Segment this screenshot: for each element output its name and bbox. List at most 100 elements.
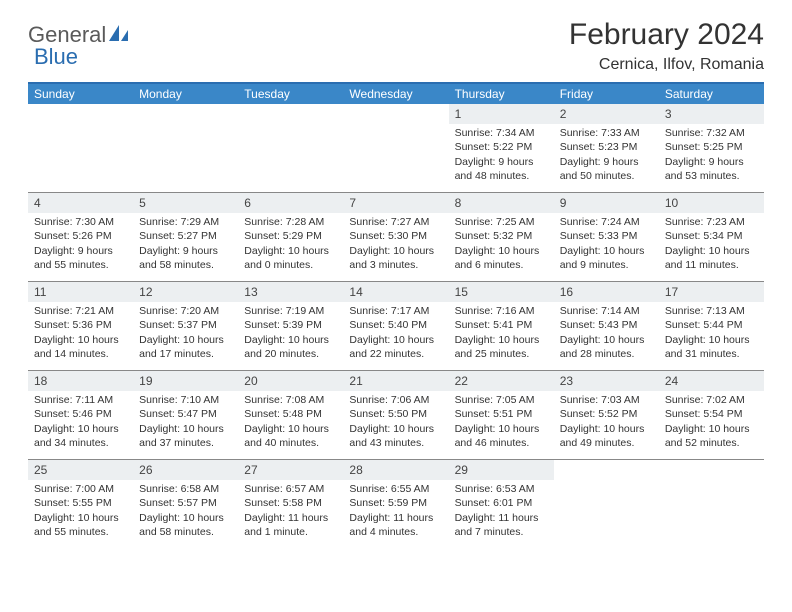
daylight-text-2: and 9 minutes. (560, 258, 653, 272)
day-cell: 11Sunrise: 7:21 AMSunset: 5:36 PMDayligh… (28, 282, 133, 370)
daylight-text-2: and 0 minutes. (244, 258, 337, 272)
daylight-text-2: and 20 minutes. (244, 347, 337, 361)
day-cell: 5Sunrise: 7:29 AMSunset: 5:27 PMDaylight… (133, 193, 238, 281)
day-number: 12 (133, 282, 238, 302)
day-number: 13 (238, 282, 343, 302)
daylight-text-2: and 6 minutes. (455, 258, 548, 272)
sunset-text: Sunset: 5:59 PM (349, 496, 442, 510)
daylight-text-1: Daylight: 10 hours (455, 422, 548, 436)
sunset-text: Sunset: 5:52 PM (560, 407, 653, 421)
daylight-text-1: Daylight: 10 hours (560, 333, 653, 347)
sunset-text: Sunset: 5:22 PM (455, 140, 548, 154)
day-number: 16 (554, 282, 659, 302)
sunrise-text: Sunrise: 7:08 AM (244, 393, 337, 407)
sunrise-text: Sunrise: 6:53 AM (455, 482, 548, 496)
sunset-text: Sunset: 5:40 PM (349, 318, 442, 332)
sunset-text: Sunset: 5:43 PM (560, 318, 653, 332)
sunset-text: Sunset: 5:48 PM (244, 407, 337, 421)
sunrise-text: Sunrise: 7:16 AM (455, 304, 548, 318)
day-cell: 1Sunrise: 7:34 AMSunset: 5:22 PMDaylight… (449, 104, 554, 192)
day-body: Sunrise: 7:13 AMSunset: 5:44 PMDaylight:… (659, 302, 764, 367)
sunrise-text: Sunrise: 7:33 AM (560, 126, 653, 140)
day-cell: 16Sunrise: 7:14 AMSunset: 5:43 PMDayligh… (554, 282, 659, 370)
day-cell: 4Sunrise: 7:30 AMSunset: 5:26 PMDaylight… (28, 193, 133, 281)
sunset-text: Sunset: 5:58 PM (244, 496, 337, 510)
sunset-text: Sunset: 5:29 PM (244, 229, 337, 243)
day-cell: 24Sunrise: 7:02 AMSunset: 5:54 PMDayligh… (659, 371, 764, 459)
day-number: 18 (28, 371, 133, 391)
header: General February 2024 Cernica, Ilfov, Ro… (28, 18, 764, 74)
day-cell (343, 104, 448, 192)
day-number: 10 (659, 193, 764, 213)
title-block: February 2024 Cernica, Ilfov, Romania (569, 18, 764, 74)
daylight-text-1: Daylight: 10 hours (244, 244, 337, 258)
daylight-text-1: Daylight: 10 hours (244, 422, 337, 436)
day-cell: 10Sunrise: 7:23 AMSunset: 5:34 PMDayligh… (659, 193, 764, 281)
day-number: 6 (238, 193, 343, 213)
daylight-text-1: Daylight: 10 hours (244, 333, 337, 347)
sunrise-text: Sunrise: 7:30 AM (34, 215, 127, 229)
weekday-header: Tuesday (238, 84, 343, 104)
day-body: Sunrise: 7:29 AMSunset: 5:27 PMDaylight:… (133, 213, 238, 278)
daylight-text-1: Daylight: 10 hours (665, 422, 758, 436)
week-row: 1Sunrise: 7:34 AMSunset: 5:22 PMDaylight… (28, 104, 764, 192)
day-number: 29 (449, 460, 554, 480)
week-row: 25Sunrise: 7:00 AMSunset: 5:55 PMDayligh… (28, 459, 764, 548)
sunrise-text: Sunrise: 7:29 AM (139, 215, 232, 229)
sunset-text: Sunset: 5:57 PM (139, 496, 232, 510)
daylight-text-2: and 49 minutes. (560, 436, 653, 450)
day-body: Sunrise: 7:23 AMSunset: 5:34 PMDaylight:… (659, 213, 764, 278)
daylight-text-2: and 4 minutes. (349, 525, 442, 539)
daylight-text-1: Daylight: 10 hours (665, 333, 758, 347)
day-cell: 25Sunrise: 7:00 AMSunset: 5:55 PMDayligh… (28, 460, 133, 548)
day-cell: 14Sunrise: 7:17 AMSunset: 5:40 PMDayligh… (343, 282, 448, 370)
daylight-text-1: Daylight: 10 hours (455, 244, 548, 258)
sunrise-text: Sunrise: 7:27 AM (349, 215, 442, 229)
day-body: Sunrise: 6:55 AMSunset: 5:59 PMDaylight:… (343, 480, 448, 545)
sunset-text: Sunset: 5:23 PM (560, 140, 653, 154)
daylight-text-2: and 22 minutes. (349, 347, 442, 361)
daylight-text-2: and 58 minutes. (139, 525, 232, 539)
calendar: SundayMondayTuesdayWednesdayThursdayFrid… (28, 82, 764, 548)
daylight-text-2: and 3 minutes. (349, 258, 442, 272)
weeks-container: 1Sunrise: 7:34 AMSunset: 5:22 PMDaylight… (28, 104, 764, 548)
daylight-text-2: and 58 minutes. (139, 258, 232, 272)
day-body: Sunrise: 7:34 AMSunset: 5:22 PMDaylight:… (449, 124, 554, 189)
day-number: 17 (659, 282, 764, 302)
sunrise-text: Sunrise: 7:20 AM (139, 304, 232, 318)
sunrise-text: Sunrise: 7:02 AM (665, 393, 758, 407)
day-number: 19 (133, 371, 238, 391)
day-cell: 13Sunrise: 7:19 AMSunset: 5:39 PMDayligh… (238, 282, 343, 370)
daylight-text-2: and 40 minutes. (244, 436, 337, 450)
daylight-text-1: Daylight: 10 hours (349, 333, 442, 347)
sunrise-text: Sunrise: 7:25 AM (455, 215, 548, 229)
day-cell: 7Sunrise: 7:27 AMSunset: 5:30 PMDaylight… (343, 193, 448, 281)
sunrise-text: Sunrise: 7:11 AM (34, 393, 127, 407)
daylight-text-1: Daylight: 11 hours (455, 511, 548, 525)
day-cell: 19Sunrise: 7:10 AMSunset: 5:47 PMDayligh… (133, 371, 238, 459)
week-row: 18Sunrise: 7:11 AMSunset: 5:46 PMDayligh… (28, 370, 764, 459)
sunrise-text: Sunrise: 7:34 AM (455, 126, 548, 140)
day-body: Sunrise: 6:58 AMSunset: 5:57 PMDaylight:… (133, 480, 238, 545)
daylight-text-2: and 14 minutes. (34, 347, 127, 361)
sunrise-text: Sunrise: 7:21 AM (34, 304, 127, 318)
weekday-header: Wednesday (343, 84, 448, 104)
daylight-text-1: Daylight: 10 hours (560, 244, 653, 258)
day-body: Sunrise: 7:27 AMSunset: 5:30 PMDaylight:… (343, 213, 448, 278)
daylight-text-1: Daylight: 10 hours (349, 244, 442, 258)
weekday-header: Sunday (28, 84, 133, 104)
sunset-text: Sunset: 5:51 PM (455, 407, 548, 421)
sunset-text: Sunset: 5:32 PM (455, 229, 548, 243)
day-number: 5 (133, 193, 238, 213)
day-body: Sunrise: 7:30 AMSunset: 5:26 PMDaylight:… (28, 213, 133, 278)
daylight-text-1: Daylight: 9 hours (139, 244, 232, 258)
day-body: Sunrise: 7:33 AMSunset: 5:23 PMDaylight:… (554, 124, 659, 189)
day-body: Sunrise: 7:08 AMSunset: 5:48 PMDaylight:… (238, 391, 343, 456)
daylight-text-1: Daylight: 10 hours (139, 511, 232, 525)
day-body: Sunrise: 7:20 AMSunset: 5:37 PMDaylight:… (133, 302, 238, 367)
day-cell: 3Sunrise: 7:32 AMSunset: 5:25 PMDaylight… (659, 104, 764, 192)
day-number: 27 (238, 460, 343, 480)
daylight-text-2: and 1 minute. (244, 525, 337, 539)
day-cell: 6Sunrise: 7:28 AMSunset: 5:29 PMDaylight… (238, 193, 343, 281)
day-body: Sunrise: 7:16 AMSunset: 5:41 PMDaylight:… (449, 302, 554, 367)
